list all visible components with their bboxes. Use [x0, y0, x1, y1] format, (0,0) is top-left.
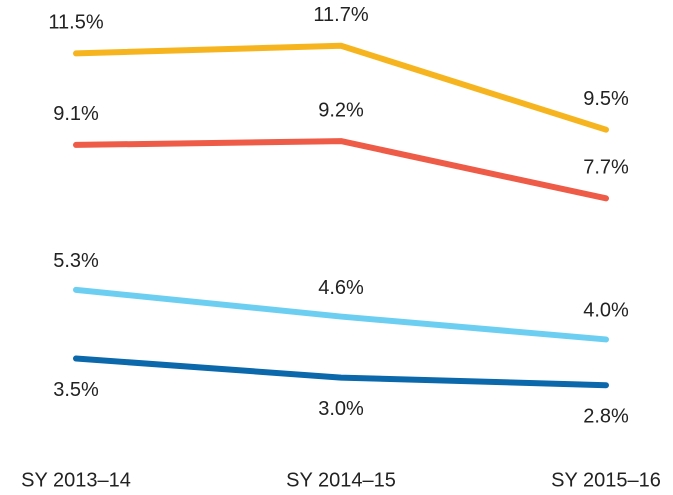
data-label: 3.5% — [53, 379, 99, 401]
data-label: 2.8% — [583, 405, 629, 427]
line-series — [73, 355, 609, 389]
data-label: 11.5% — [48, 12, 103, 34]
line-series — [73, 42, 609, 133]
data-label: 11.7% — [313, 4, 368, 26]
data-label: 5.3% — [53, 250, 99, 272]
data-label: 7.7% — [583, 157, 629, 179]
x-tick-label: SY 2014–15 — [286, 469, 396, 491]
x-tick-label: SY 2015–16 — [551, 469, 661, 491]
data-label: 3.0% — [318, 398, 364, 420]
data-label: 9.5% — [583, 88, 629, 110]
data-label: 9.2% — [318, 99, 364, 121]
x-tick-label: SY 2013–14 — [21, 469, 131, 491]
line-series — [73, 286, 609, 343]
data-label: 4.0% — [583, 300, 629, 322]
line-series — [73, 138, 609, 202]
data-label: 9.1% — [53, 103, 99, 125]
data-label: 4.6% — [318, 277, 364, 299]
